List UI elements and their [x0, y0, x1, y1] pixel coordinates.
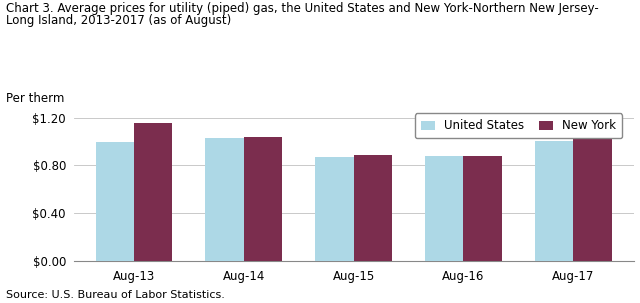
Text: Per therm: Per therm	[6, 92, 65, 105]
Text: Chart 3. Average prices for utility (piped) gas, the United States and New York-: Chart 3. Average prices for utility (pip…	[6, 2, 599, 15]
Bar	[134, 123, 172, 261]
Text: Long Island, 2013-2017 (as of August): Long Island, 2013-2017 (as of August)	[6, 14, 232, 27]
Text: Source: U.S. Bureau of Labor Statistics.: Source: U.S. Bureau of Labor Statistics.	[6, 290, 225, 300]
Bar	[315, 157, 354, 261]
Bar	[205, 138, 244, 261]
Bar	[354, 155, 392, 261]
Bar	[244, 137, 282, 261]
Legend: United States, New York: United States, New York	[415, 114, 622, 138]
Bar	[573, 136, 612, 261]
Bar	[463, 156, 502, 261]
Bar	[95, 142, 134, 261]
Bar	[425, 156, 463, 261]
Bar	[535, 141, 573, 261]
